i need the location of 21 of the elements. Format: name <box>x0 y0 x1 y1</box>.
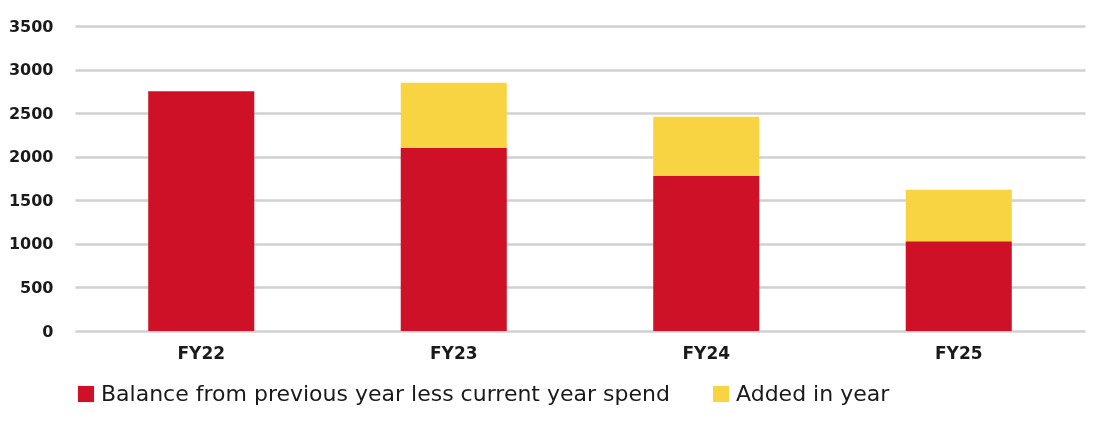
bar <box>905 241 1012 331</box>
y-tick-label: 3000 <box>8 60 54 80</box>
y-tick-label: 2000 <box>8 147 54 167</box>
y-tick-label: 0 <box>42 321 54 341</box>
bar <box>148 91 255 331</box>
bar <box>905 189 1012 242</box>
x-tick-label: FY23 <box>429 342 478 363</box>
y-tick-label: 500 <box>20 277 54 297</box>
x-tick-label: FY24 <box>682 342 731 363</box>
y-tick-label: 2500 <box>8 103 54 123</box>
legend-label: Balance from previous year less current year spend <box>101 381 670 406</box>
legend-label: Added in year <box>736 381 891 406</box>
y-tick-label: 1500 <box>8 190 54 210</box>
bar <box>400 82 507 148</box>
bar <box>653 175 760 331</box>
bar <box>653 116 760 176</box>
bar <box>400 148 507 331</box>
x-tick-label: FY22 <box>177 342 226 363</box>
y-tick-label: 3500 <box>8 16 54 36</box>
x-tick-label: FY25 <box>934 342 983 363</box>
y-tick-label: 1000 <box>8 234 54 254</box>
